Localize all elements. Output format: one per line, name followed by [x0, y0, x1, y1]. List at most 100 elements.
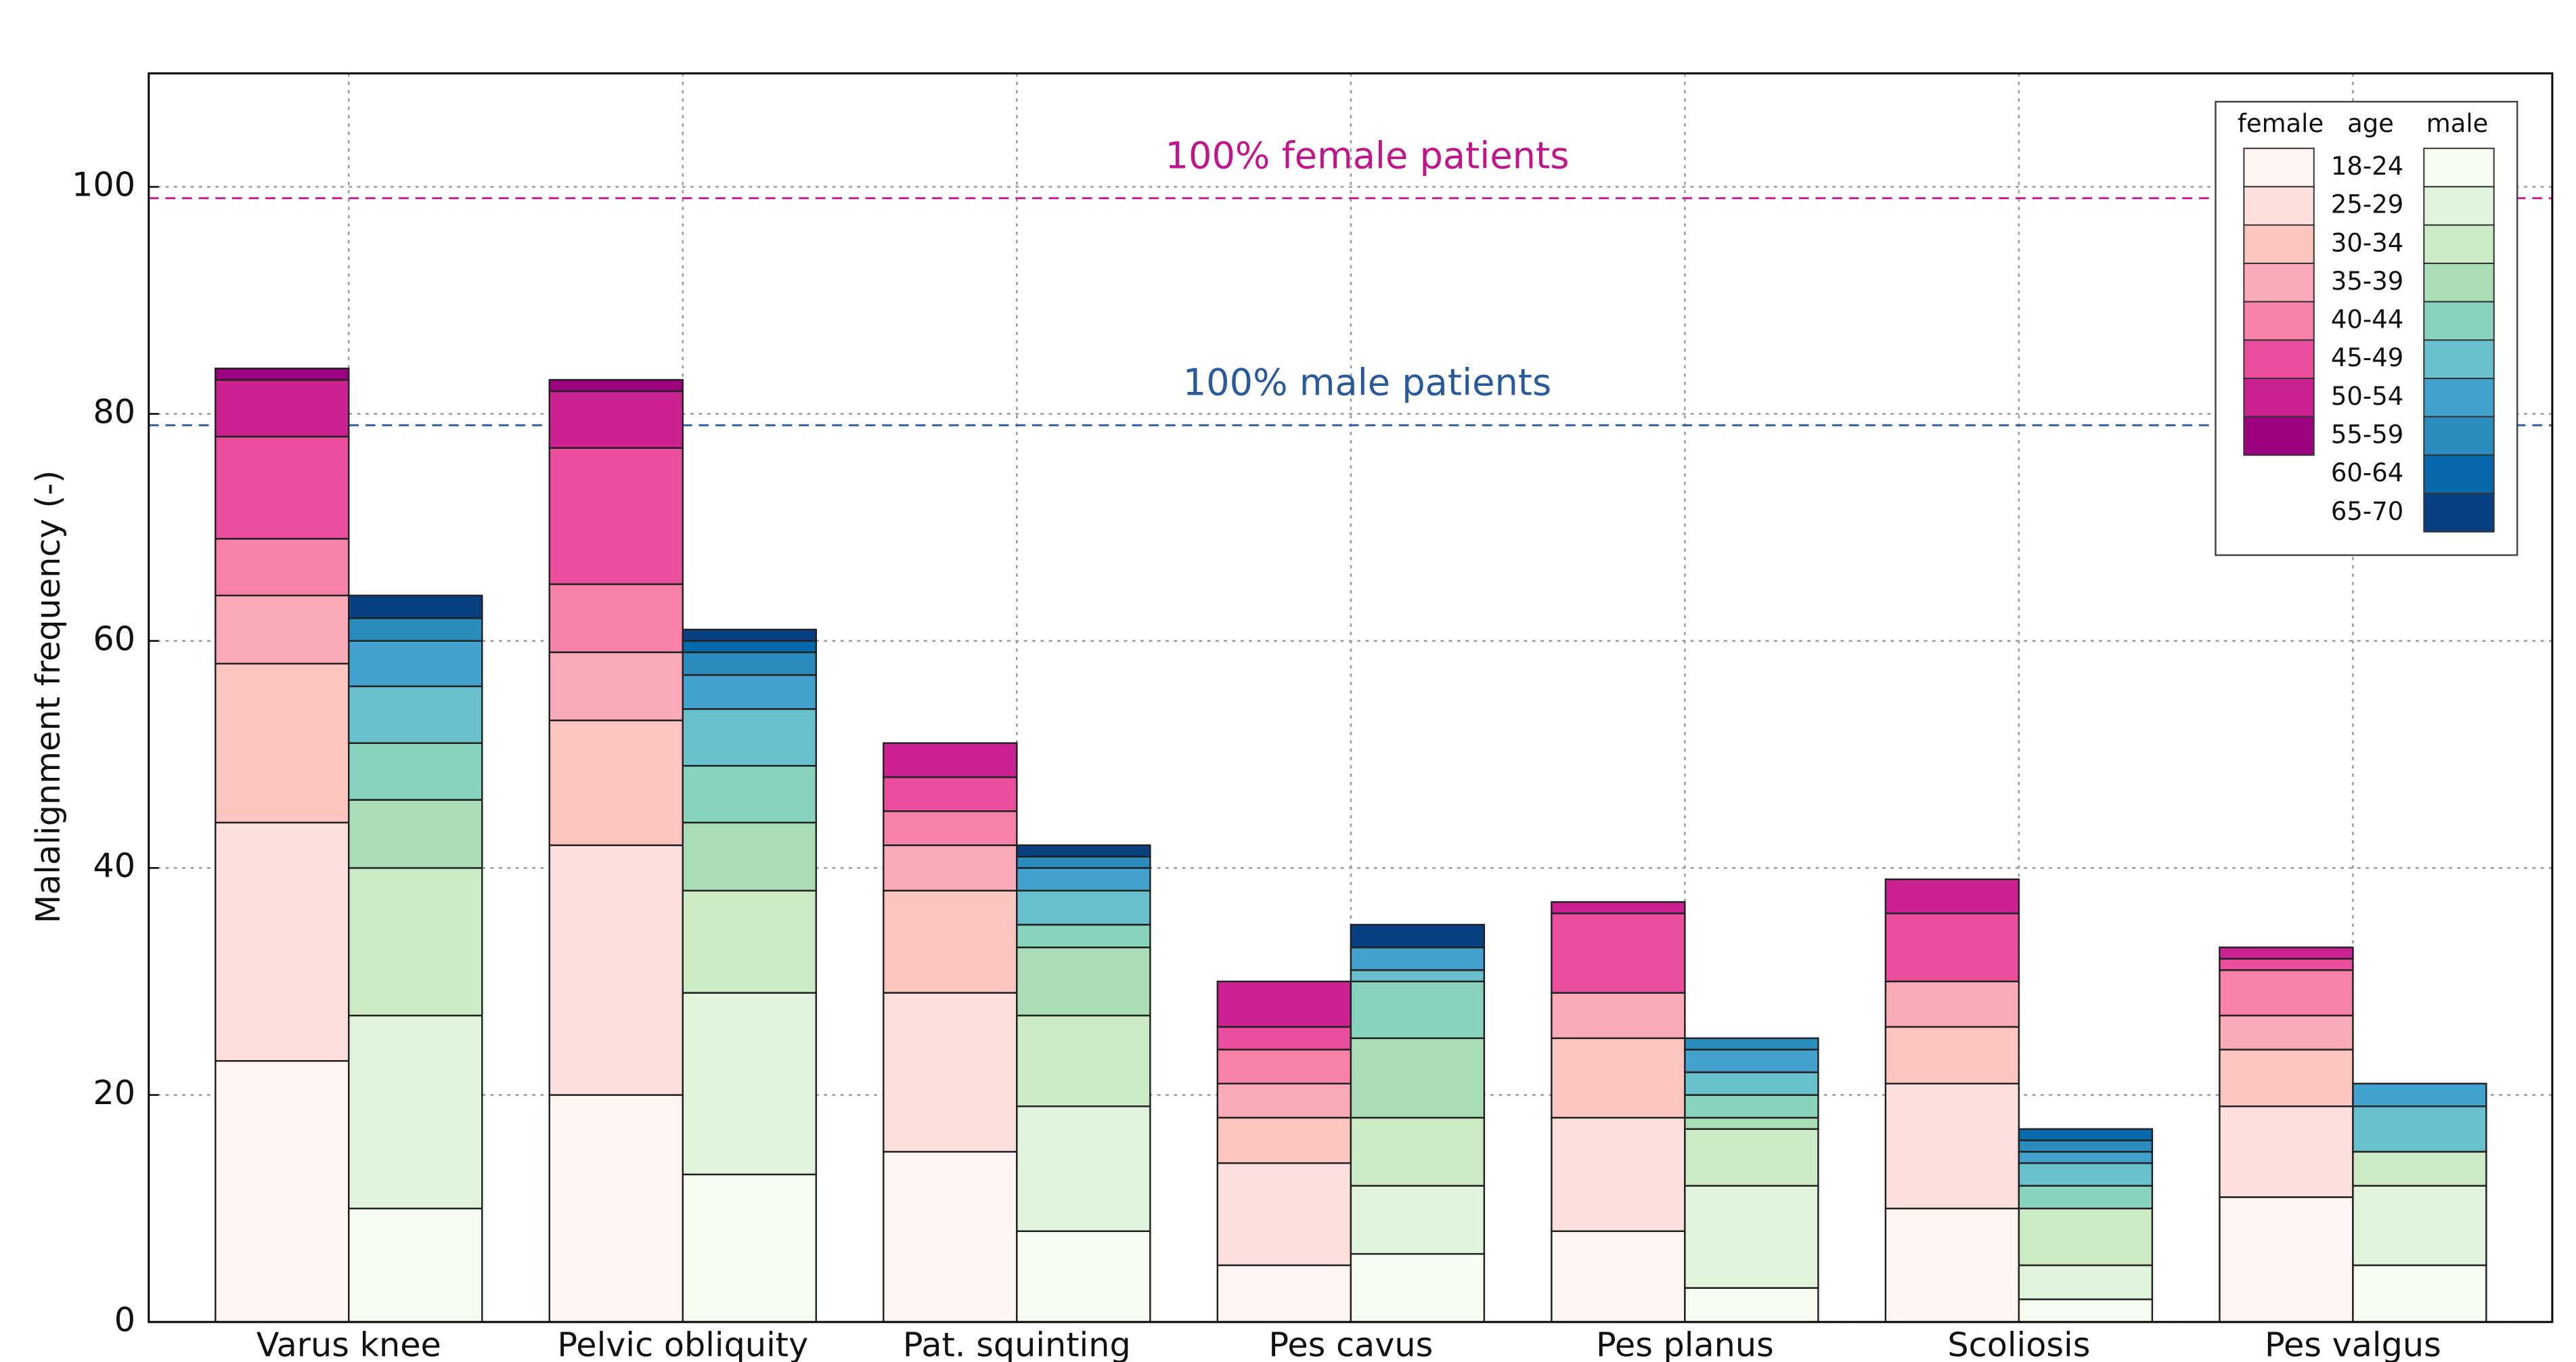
bar-segment: [1016, 1105, 1151, 1232]
bar-segment: [348, 594, 483, 619]
bar-segment: [682, 640, 818, 653]
bar-segment: [1684, 1094, 1819, 1119]
bar-segment: [2219, 946, 2354, 960]
legend-label: 40-44: [2331, 305, 2403, 334]
legend-swatch: [2423, 224, 2495, 265]
legend-label: 45-49: [2331, 343, 2403, 372]
legend-swatch: [2243, 263, 2315, 303]
bar-segment: [215, 368, 350, 381]
bar-segment: [1350, 969, 1486, 983]
bar-segment: [1350, 1116, 1486, 1187]
bar-segment: [1350, 923, 1486, 948]
bar-segment: [2018, 1264, 2154, 1300]
bar-segment: [1684, 1037, 1819, 1051]
bar-segment: [1016, 889, 1151, 926]
bar-segment: [1016, 1014, 1151, 1107]
x-tick-label: Pes planus: [1596, 1325, 1774, 1362]
bar-segment: [682, 992, 818, 1176]
bar-segment: [548, 447, 684, 586]
bar-segment: [682, 765, 818, 824]
bar-segment: [1016, 1230, 1151, 1323]
bar-segment: [1884, 1082, 2020, 1210]
bar-segment: [1016, 844, 1151, 858]
legend-swatch: [2243, 148, 2315, 188]
bar-segment: [548, 651, 684, 722]
legend-swatch: [2423, 339, 2495, 380]
bar-segment: [682, 628, 818, 642]
bar-segment: [1684, 1128, 1819, 1187]
bar-segment: [2352, 1105, 2487, 1153]
legend-group-title: female: [2238, 109, 2324, 138]
bar-segment: [1350, 1037, 1486, 1119]
bar-segment: [1216, 1264, 1352, 1323]
bar-segment: [2219, 1105, 2354, 1198]
bar-segment: [2018, 1298, 2154, 1323]
bar-segment: [682, 1173, 818, 1323]
bar-segment: [1350, 1185, 1486, 1255]
bar-segment: [682, 651, 818, 676]
reference-label: 100% female patients: [1165, 134, 1570, 177]
legend-swatch: [2423, 148, 2495, 188]
bar-segment: [1350, 1253, 1486, 1323]
bar-segment: [2018, 1185, 2154, 1210]
bar-segment: [1684, 1116, 1819, 1130]
bar-segment: [1684, 1071, 1819, 1096]
bar-segment: [215, 663, 350, 824]
bar-segment: [2352, 1264, 2487, 1323]
bar-segment: [2219, 1196, 2354, 1323]
legend-swatch: [2423, 492, 2495, 533]
bar-segment: [215, 378, 350, 438]
bar-segment: [883, 776, 1018, 812]
bar-segment: [348, 742, 483, 801]
bar-segment: [215, 537, 350, 596]
x-tick-label: Scoliosis: [1947, 1325, 2090, 1362]
bar-segment: [1216, 1049, 1352, 1084]
bar-segment: [2219, 969, 2354, 1017]
bar-segment: [348, 685, 483, 744]
bar-segment: [548, 583, 684, 653]
bar-segment: [348, 1207, 483, 1323]
bar-segment: [2018, 1162, 2154, 1187]
bar-segment: [883, 810, 1018, 846]
bar-segment: [1884, 980, 2020, 1028]
legend-swatch: [2243, 339, 2315, 380]
bar-segment: [2352, 1185, 2487, 1267]
x-tick-label: Pes cavus: [1268, 1325, 1433, 1362]
legend-swatch: [2423, 378, 2495, 418]
legend-title: age: [2347, 109, 2394, 138]
bar-segment: [1016, 866, 1151, 892]
y-tick-label: 0: [114, 1300, 135, 1339]
legend-swatch: [2243, 416, 2315, 456]
legend-label: 25-29: [2331, 190, 2403, 219]
bar-segment: [348, 866, 483, 1017]
y-tick-label: 80: [93, 392, 135, 431]
reference-label: 100% male patients: [1183, 361, 1552, 404]
bar-segment: [2219, 958, 2354, 971]
legend-label: 30-34: [2331, 228, 2403, 257]
bar-segment: [682, 821, 818, 892]
bar-segment: [1884, 1207, 2020, 1323]
bar-segment: [1684, 1287, 1819, 1323]
legend-swatch: [2243, 378, 2315, 418]
bar-segment: [348, 1014, 483, 1210]
bar-segment: [1884, 1026, 2020, 1084]
bar-segment: [883, 1151, 1018, 1323]
y-tick-label: 60: [93, 619, 135, 658]
bar-segment: [2018, 1128, 2154, 1141]
legend-swatch: [2423, 263, 2495, 303]
bar-segment: [883, 992, 1018, 1153]
bar-segment: [1216, 1116, 1352, 1164]
legend-label: 35-39: [2331, 267, 2403, 296]
bar-segment: [1216, 980, 1352, 1028]
legend-swatch: [2423, 185, 2495, 226]
bar-segment: [1350, 946, 1486, 971]
bar-segment: [1016, 946, 1151, 1017]
bar-segment: [682, 889, 818, 994]
bar-segment: [215, 435, 350, 540]
bar-segment: [1016, 923, 1151, 948]
bar-segment: [215, 1059, 350, 1323]
bar-segment: [1216, 1082, 1352, 1119]
bar-segment: [1684, 1049, 1819, 1074]
